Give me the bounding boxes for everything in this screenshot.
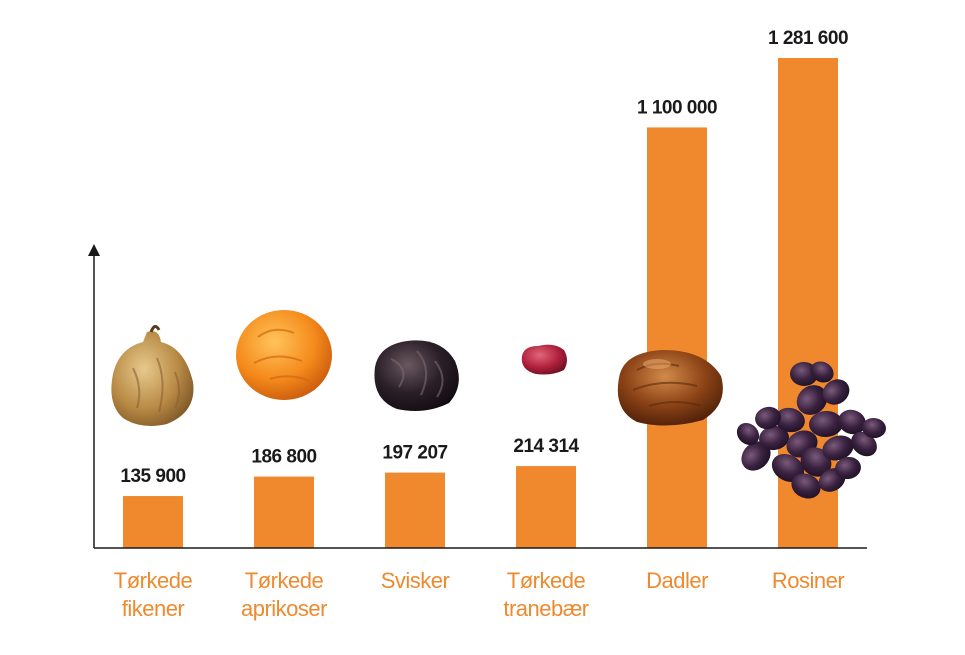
value-labels-layer: 135 900 186 800 197 207 214 314 1 100 000 1 2… [120, 28, 848, 487]
bar [385, 472, 445, 548]
category-label: Tørkede aprikoser [241, 568, 327, 621]
prune-icon [374, 340, 459, 411]
dried-apricot-icon [236, 310, 332, 400]
value-label: 186 800 [251, 447, 316, 468]
bar [254, 476, 314, 548]
bar [123, 496, 183, 548]
dried-fig-icon [111, 325, 194, 426]
category-label: Svisker [381, 568, 450, 593]
y-axis-arrow-icon [88, 244, 100, 256]
value-label: 197 207 [382, 443, 447, 464]
value-label: 135 900 [120, 466, 185, 487]
category-labels-layer: Tørkede fikener Tørkede aprikoser Svisker Tør… [114, 568, 845, 621]
bar [647, 127, 707, 549]
dried-cranberry-icon [521, 344, 567, 375]
category-label: Dadler [646, 568, 708, 593]
value-label: 1 281 600 [768, 28, 848, 49]
value-label: 1 100 000 [637, 97, 717, 118]
category-label: Rosiner [772, 568, 844, 593]
category-label: Tørkede tranebær [503, 568, 588, 621]
category-label: Tørkede fikener [114, 568, 193, 621]
axes-layer [88, 244, 867, 549]
bar [516, 466, 576, 548]
date-icon [617, 350, 723, 426]
value-label: 214 314 [513, 436, 579, 457]
bars-layer [123, 58, 838, 549]
icons-layer [111, 310, 886, 499]
raisins-icon [736, 361, 886, 499]
